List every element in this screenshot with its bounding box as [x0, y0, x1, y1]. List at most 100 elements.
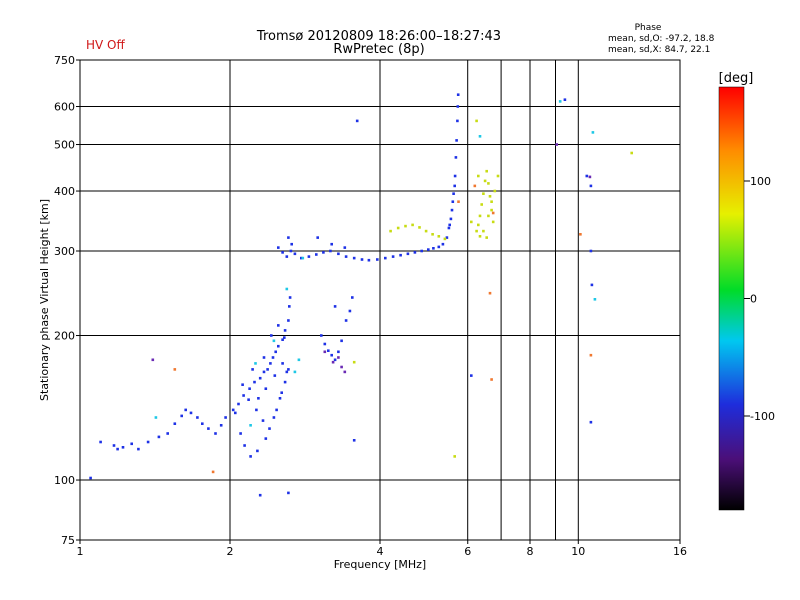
data-point [278, 397, 282, 400]
data-point [483, 179, 487, 183]
x-tick-label: 2 [227, 545, 234, 558]
data-point [293, 370, 297, 374]
data-point [330, 242, 333, 246]
data-point [340, 339, 343, 343]
data-point [166, 432, 169, 435]
data-point [352, 439, 356, 442]
data-point [258, 493, 262, 497]
data-point [196, 416, 199, 419]
data-point [337, 350, 340, 354]
data-point [287, 491, 290, 495]
data-point [272, 416, 276, 419]
data-point [411, 223, 414, 227]
data-point [249, 455, 252, 458]
data-point [563, 98, 567, 101]
data-point [251, 368, 254, 371]
colorbar-label: [deg] [719, 71, 754, 86]
data-point [344, 255, 348, 258]
data-point [323, 342, 327, 346]
data-point [630, 151, 633, 155]
colorbar-tick-label: 100 [750, 175, 771, 188]
x-tick-label: 4 [377, 545, 384, 558]
data-point [323, 350, 327, 354]
data-point [376, 258, 379, 261]
data-point [456, 105, 460, 108]
data-point [315, 253, 318, 256]
data-point [287, 368, 290, 371]
data-point [475, 229, 478, 233]
data-point [262, 370, 266, 374]
y-tick-label: 75 [61, 534, 75, 547]
data-point [173, 422, 177, 425]
data-point [288, 296, 292, 299]
data-point [352, 360, 356, 364]
data-point [348, 309, 352, 313]
data-point [322, 251, 325, 254]
data-point [449, 217, 453, 221]
data-point [281, 362, 284, 365]
data-point [277, 324, 280, 327]
data-point [273, 374, 277, 377]
data-point [399, 253, 402, 257]
data-point [589, 353, 593, 357]
x-tick-label: 6 [464, 545, 471, 558]
data-point [307, 255, 311, 258]
data-point [487, 214, 490, 218]
data-point [488, 195, 492, 198]
data-point [269, 362, 272, 365]
data-point [470, 374, 473, 377]
phase-info-title: Phase [635, 23, 662, 33]
data-point [234, 411, 237, 415]
chart-subtitle: RwPretec (8p) [333, 42, 424, 57]
data-point [224, 416, 227, 419]
data-point [487, 182, 490, 185]
phase-info-x: mean, sd,X: 84.7, 22.1 [608, 45, 710, 55]
data-point [288, 305, 291, 308]
data-point [231, 408, 235, 412]
data-point [270, 334, 273, 337]
data-point [264, 437, 268, 440]
data-point [219, 424, 223, 427]
data-point [344, 319, 348, 322]
data-point [290, 242, 293, 246]
y-tick-label: 750 [54, 54, 75, 67]
data-point [274, 350, 277, 354]
data-points [89, 93, 633, 497]
data-point [137, 447, 140, 451]
data-point [207, 427, 210, 430]
data-point [255, 408, 258, 412]
data-point [262, 356, 266, 359]
data-point [470, 220, 473, 224]
data-point [413, 251, 417, 254]
data-point [289, 249, 293, 253]
y-tick-label: 400 [54, 185, 75, 198]
data-point [237, 402, 240, 406]
data-point [343, 370, 347, 374]
data-point [558, 100, 562, 103]
data-point [333, 358, 337, 362]
data-point [275, 408, 278, 412]
data-point [384, 256, 387, 260]
data-point [396, 226, 400, 230]
data-point [457, 200, 460, 203]
data-point [214, 432, 217, 435]
data-point [281, 338, 284, 341]
data-point [337, 356, 340, 359]
data-point [424, 229, 428, 233]
hv-status-label: HV Off [86, 38, 125, 52]
data-point [478, 135, 482, 138]
data-point [351, 296, 354, 299]
data-point [283, 329, 287, 332]
data-point [247, 398, 250, 401]
data-point [272, 339, 276, 343]
data-point [112, 444, 116, 447]
data-point [367, 258, 371, 262]
y-tick-label: 500 [54, 139, 75, 152]
data-point [491, 211, 495, 215]
data-point [589, 249, 593, 253]
data-point [189, 411, 193, 415]
data-point [456, 93, 460, 96]
data-point [329, 249, 332, 253]
data-point [352, 256, 356, 260]
data-point [432, 247, 435, 250]
